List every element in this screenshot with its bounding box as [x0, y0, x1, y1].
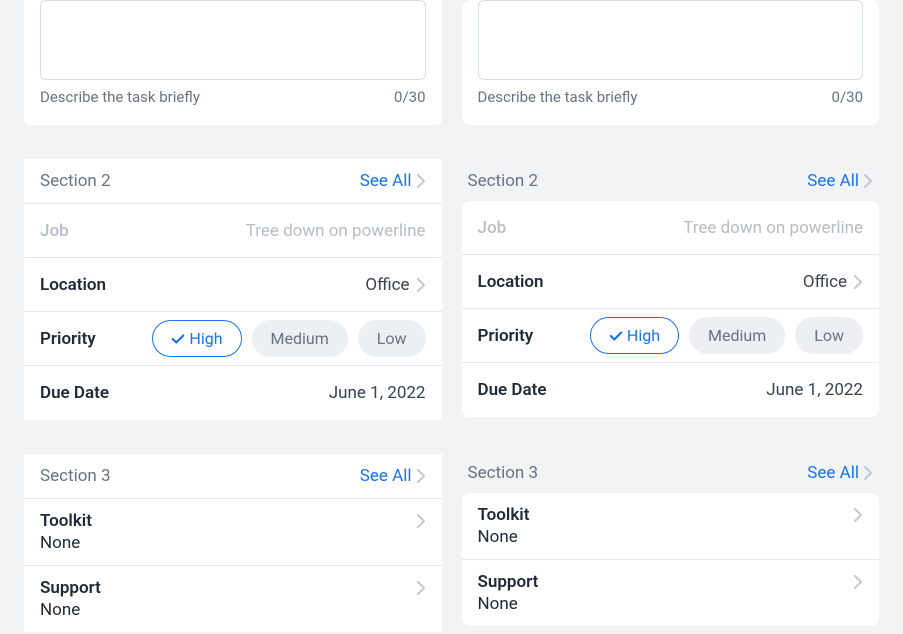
- section-3-title: Section 3: [468, 463, 539, 483]
- toolkit-row[interactable]: Toolkit None: [462, 493, 880, 560]
- chevron-right-icon: [416, 173, 426, 189]
- chevron-right-icon: [416, 513, 426, 529]
- toolkit-row[interactable]: Toolkit None: [24, 499, 442, 566]
- support-value: None: [478, 594, 539, 614]
- location-row[interactable]: Location Office: [24, 258, 442, 312]
- priority-pill-group: High Medium Low: [152, 320, 425, 357]
- priority-high-pill[interactable]: High: [590, 317, 679, 354]
- location-value: Office: [365, 275, 409, 295]
- see-all-label: See All: [360, 466, 412, 486]
- job-placeholder: Tree down on powerline: [683, 218, 863, 238]
- describe-card: Describe the task briefly 0/30: [24, 0, 442, 125]
- support-value: None: [40, 600, 101, 620]
- priority-low-label: Low: [814, 326, 844, 345]
- section-3-header: Section 3 See All: [24, 454, 442, 499]
- priority-medium-label: Medium: [271, 329, 329, 348]
- toolkit-label: Toolkit: [478, 505, 530, 525]
- toolkit-value: None: [40, 533, 92, 553]
- priority-high-label: High: [189, 329, 222, 348]
- see-all-label: See All: [807, 171, 859, 191]
- see-all-button[interactable]: See All: [360, 466, 426, 486]
- section-2-header: Section 2 See All: [462, 159, 880, 201]
- job-placeholder: Tree down on powerline: [246, 221, 426, 241]
- priority-medium-pill[interactable]: Medium: [252, 320, 348, 357]
- priority-label: Priority: [40, 329, 96, 349]
- chevron-right-icon: [853, 274, 863, 290]
- due-date-row[interactable]: Due Date June 1, 2022: [24, 366, 442, 420]
- chevron-right-icon: [853, 574, 863, 590]
- due-date-row[interactable]: Due Date June 1, 2022: [462, 363, 880, 417]
- chevron-right-icon: [853, 507, 863, 523]
- describe-card: Describe the task briefly 0/30: [462, 0, 880, 125]
- priority-row: Priority High Medium Low: [24, 312, 442, 366]
- priority-low-label: Low: [377, 329, 407, 348]
- priority-high-label: High: [627, 326, 660, 345]
- priority-pill-group: High Medium Low: [590, 317, 863, 354]
- toolkit-label: Toolkit: [40, 511, 92, 531]
- chevron-right-icon: [416, 277, 426, 293]
- see-all-label: See All: [807, 463, 859, 483]
- location-label: Location: [40, 275, 106, 295]
- due-date-label: Due Date: [40, 383, 109, 403]
- location-value: Office: [803, 272, 847, 292]
- priority-high-pill[interactable]: High: [152, 320, 241, 357]
- description-helper: Describe the task briefly: [40, 88, 200, 106]
- section-2-title: Section 2: [468, 171, 539, 191]
- location-label: Location: [478, 272, 544, 292]
- priority-medium-pill[interactable]: Medium: [689, 317, 785, 354]
- description-helper: Describe the task briefly: [478, 88, 638, 106]
- section-3-title: Section 3: [40, 466, 111, 486]
- job-label: Job: [478, 218, 507, 238]
- priority-medium-label: Medium: [708, 326, 766, 345]
- priority-low-pill[interactable]: Low: [358, 320, 426, 357]
- support-label: Support: [40, 578, 101, 598]
- job-label: Job: [40, 221, 69, 241]
- due-date-value: June 1, 2022: [329, 383, 426, 403]
- chevron-right-icon: [863, 173, 873, 189]
- chevron-right-icon: [416, 468, 426, 484]
- see-all-button[interactable]: See All: [360, 171, 426, 191]
- due-date-label: Due Date: [478, 380, 547, 400]
- priority-row: Priority High Medium Low: [462, 309, 880, 363]
- support-row[interactable]: Support None: [24, 566, 442, 632]
- right-variant: Describe the task briefly 0/30 Section 2…: [452, 0, 903, 634]
- support-label: Support: [478, 572, 539, 592]
- priority-low-pill[interactable]: Low: [795, 317, 863, 354]
- section-3: Section 3 See All Toolkit None: [24, 454, 442, 632]
- see-all-label: See All: [360, 171, 412, 191]
- location-row[interactable]: Location Office: [462, 255, 880, 309]
- chevron-right-icon: [416, 580, 426, 596]
- toolkit-value: None: [478, 527, 530, 547]
- section-2: Section 2 See All Job Tree down on power…: [462, 159, 880, 417]
- check-icon: [171, 332, 185, 346]
- section-2-header: Section 2 See All: [24, 159, 442, 204]
- description-counter: 0/30: [394, 88, 425, 106]
- see-all-button[interactable]: See All: [807, 463, 873, 483]
- description-textarea[interactable]: [478, 0, 864, 80]
- section-2: Section 2 See All Job Tree down on power…: [24, 159, 442, 420]
- priority-label: Priority: [478, 326, 534, 346]
- description-counter: 0/30: [832, 88, 863, 106]
- section-3-header: Section 3 See All: [462, 451, 880, 493]
- job-row[interactable]: Job Tree down on powerline: [462, 201, 880, 255]
- due-date-value: June 1, 2022: [766, 380, 863, 400]
- chevron-right-icon: [863, 465, 873, 481]
- support-row[interactable]: Support None: [462, 560, 880, 626]
- section-2-title: Section 2: [40, 171, 111, 191]
- left-variant: Describe the task briefly 0/30 Section 2…: [0, 0, 452, 634]
- see-all-button[interactable]: See All: [807, 171, 873, 191]
- description-textarea[interactable]: [40, 0, 426, 80]
- job-row[interactable]: Job Tree down on powerline: [24, 204, 442, 258]
- check-icon: [609, 329, 623, 343]
- section-3: Section 3 See All Toolkit None: [462, 451, 880, 626]
